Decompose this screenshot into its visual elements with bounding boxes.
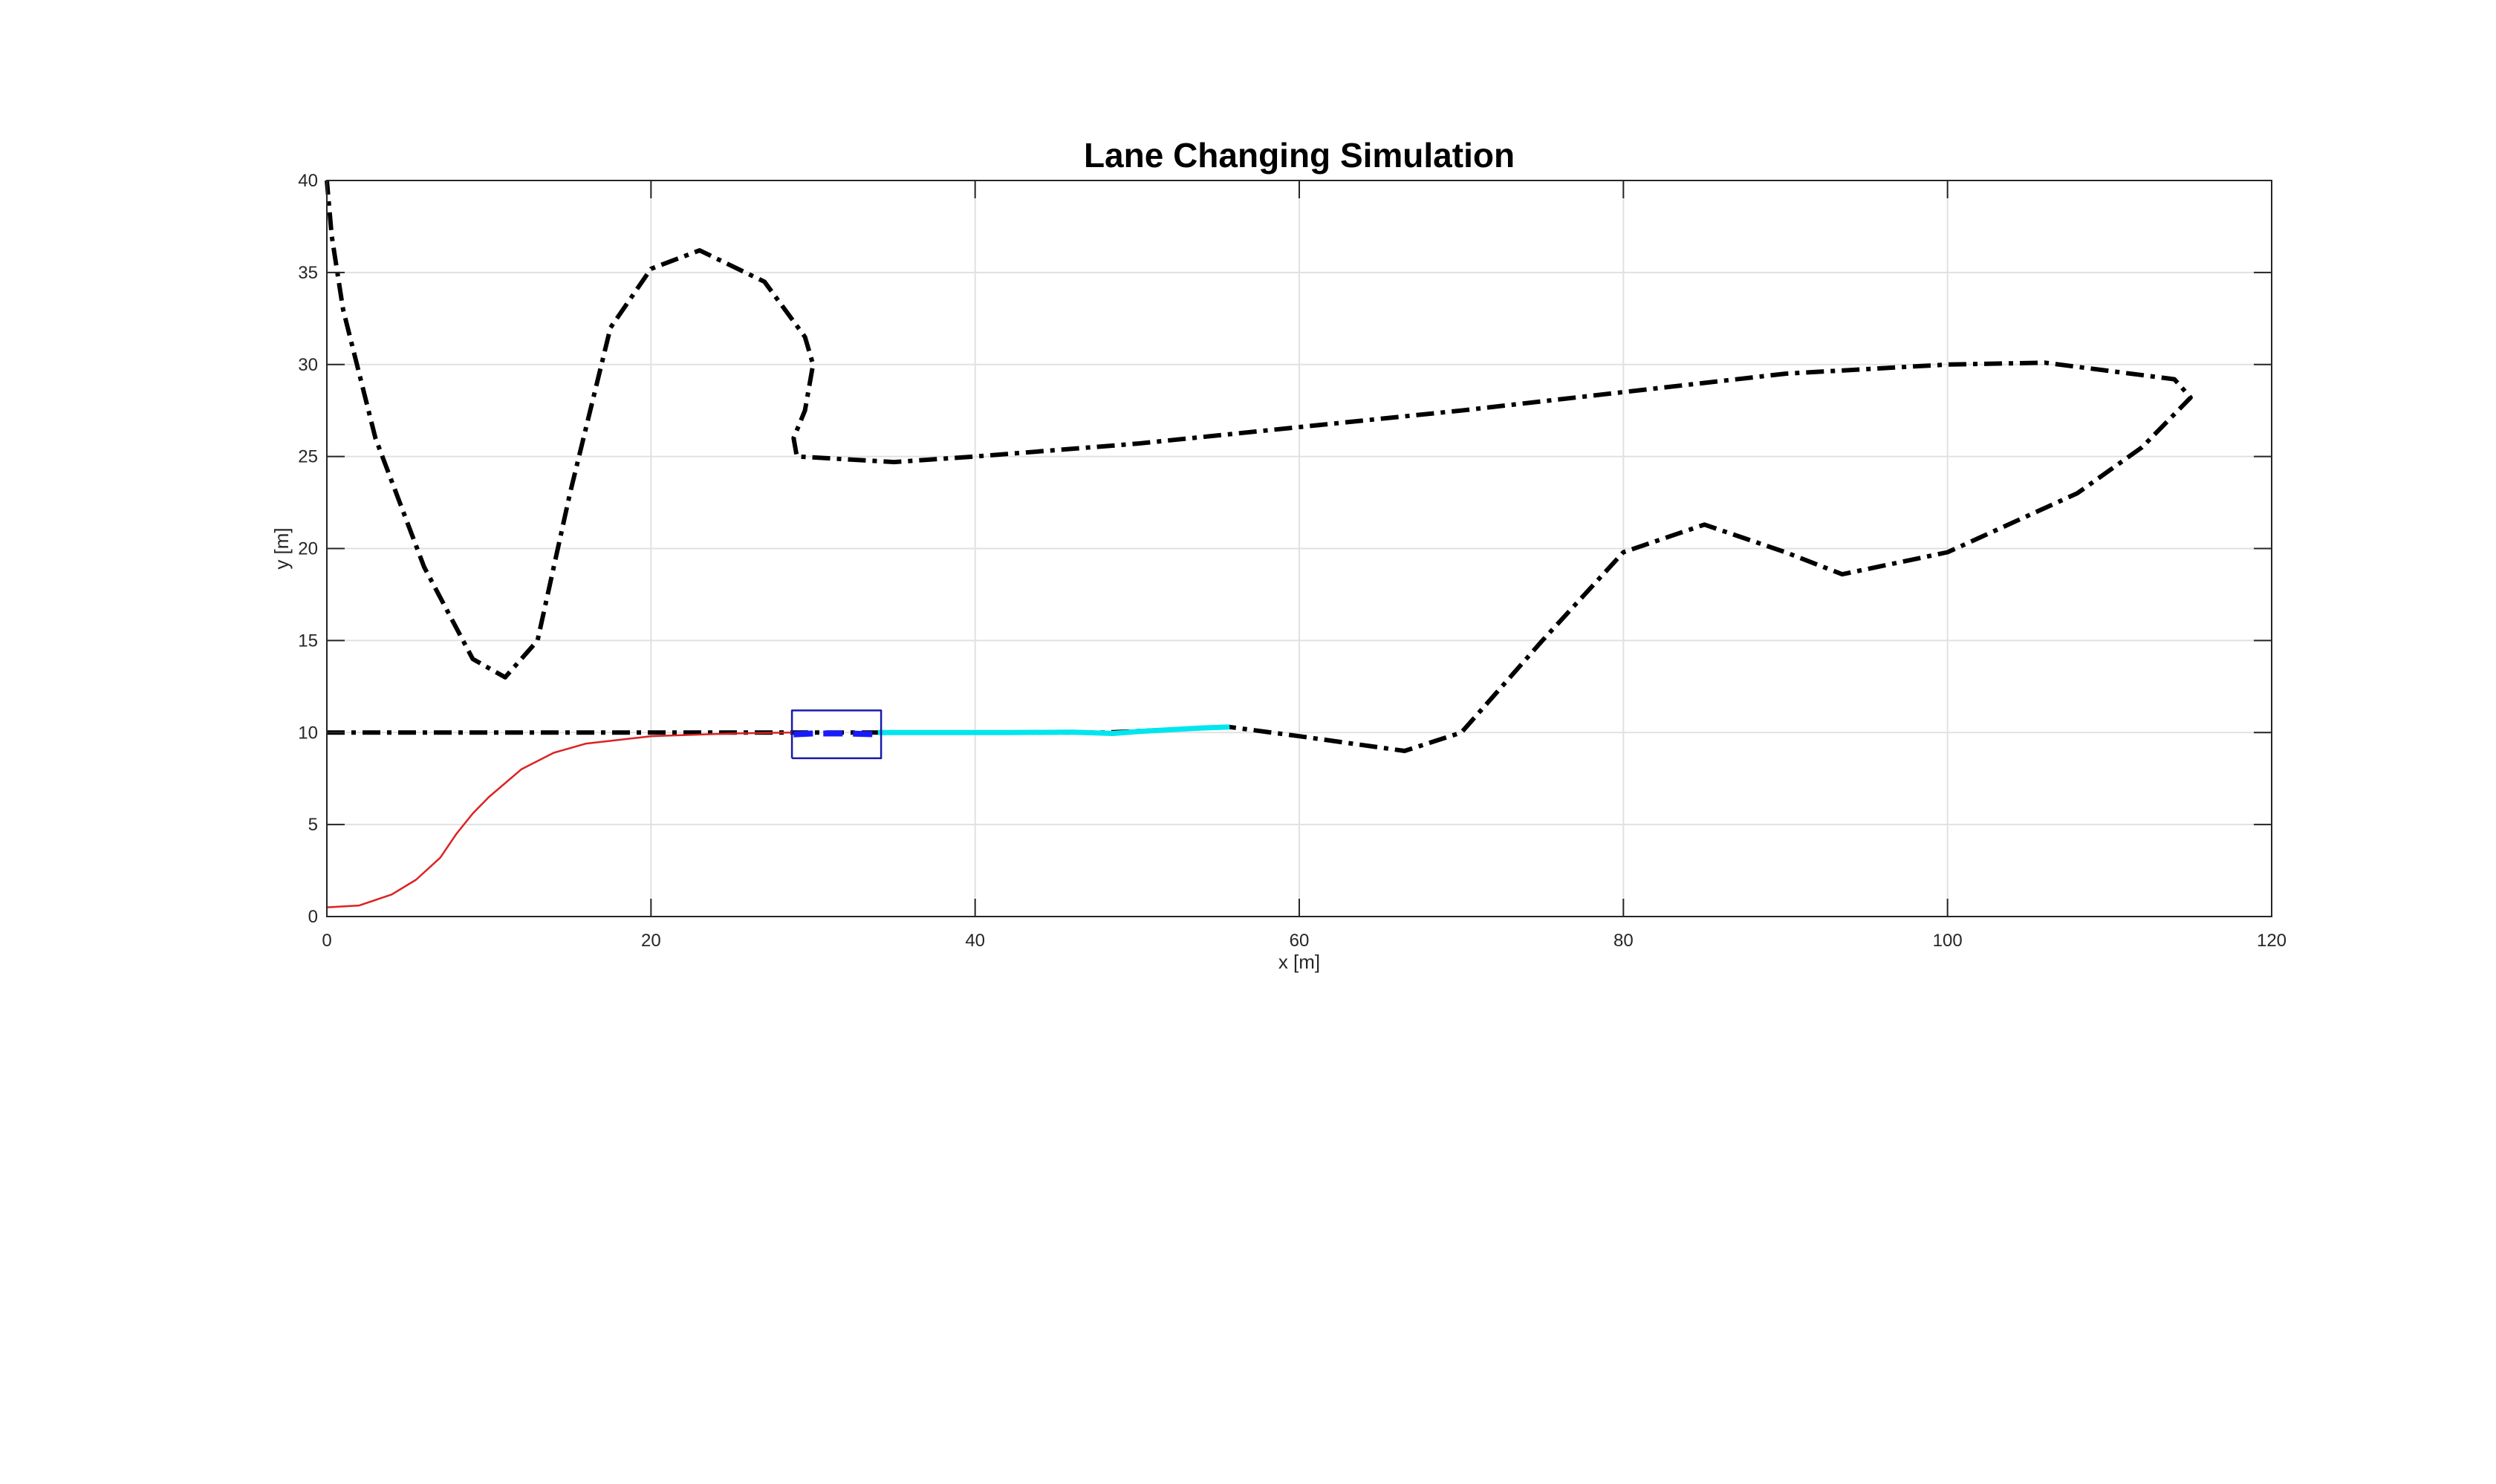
y-tick-label: 10 [298,723,318,743]
series-line-box [790,709,883,760]
y-tick-label: 25 [298,447,318,467]
series-line-dash-dot [325,180,2193,753]
x-tick-label: 40 [965,931,985,951]
x-tick-label: 80 [1613,931,1634,951]
y-tick-label: 0 [308,907,318,927]
series-line-solid [877,724,1230,736]
chart-title: Lane Changing Simulation [1084,136,1515,175]
axis-ticks: 0 20 40 60 80 100 120 0 5 10 15 20 25 30 35 40 [298,171,2287,951]
y-tick-label: 20 [298,539,318,559]
x-tick-label: 100 [1933,931,1963,951]
x-tick-label: 120 [2257,931,2287,951]
x-tick-label: 60 [1290,931,1310,951]
plot-area: 0 20 40 60 80 100 120 0 5 10 15 20 25 30 35 40 [298,171,2287,951]
series-layer [325,180,2193,908]
y-axis-label: y [m] [270,527,293,569]
series-line-dashed [793,730,878,738]
y-tick-label: 35 [298,263,318,283]
y-tick-label: 30 [298,355,318,375]
y-tick-label: 40 [298,171,318,191]
series-line-solid [326,732,793,908]
x-tick-label: 0 [322,931,331,951]
y-tick-label: 5 [308,815,318,835]
x-tick-label: 20 [641,931,661,951]
x-axis-label: x [m] [1278,951,1320,973]
y-tick-label: 15 [298,631,318,651]
